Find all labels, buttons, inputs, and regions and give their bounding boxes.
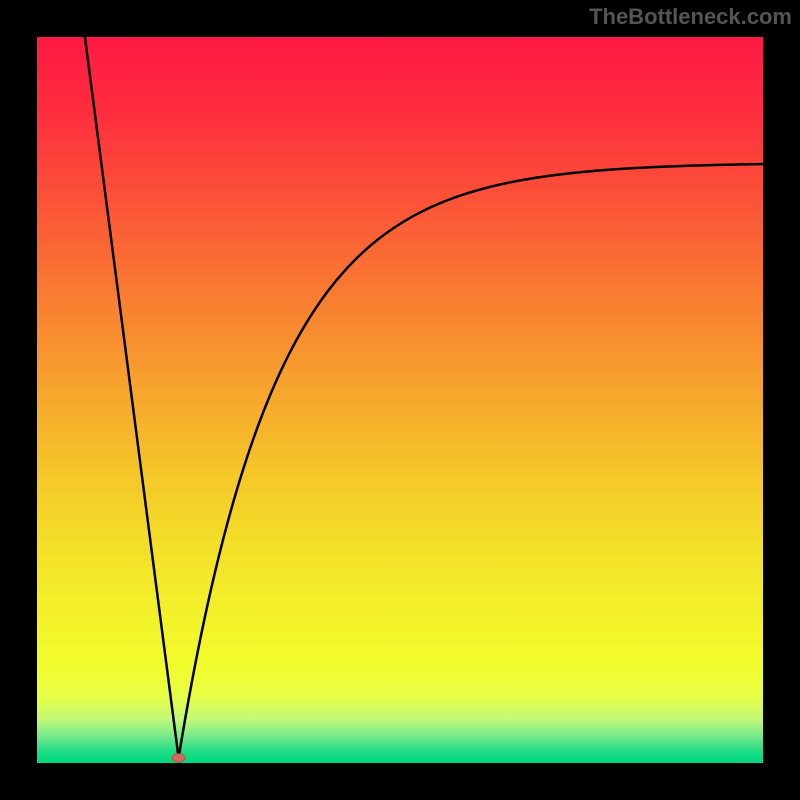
watermark-text: TheBottleneck.com <box>589 4 792 30</box>
bottleneck-curve <box>37 37 763 763</box>
chart-container: TheBottleneck.com <box>0 0 800 800</box>
minimum-marker <box>172 754 185 763</box>
plot-area <box>37 37 763 763</box>
